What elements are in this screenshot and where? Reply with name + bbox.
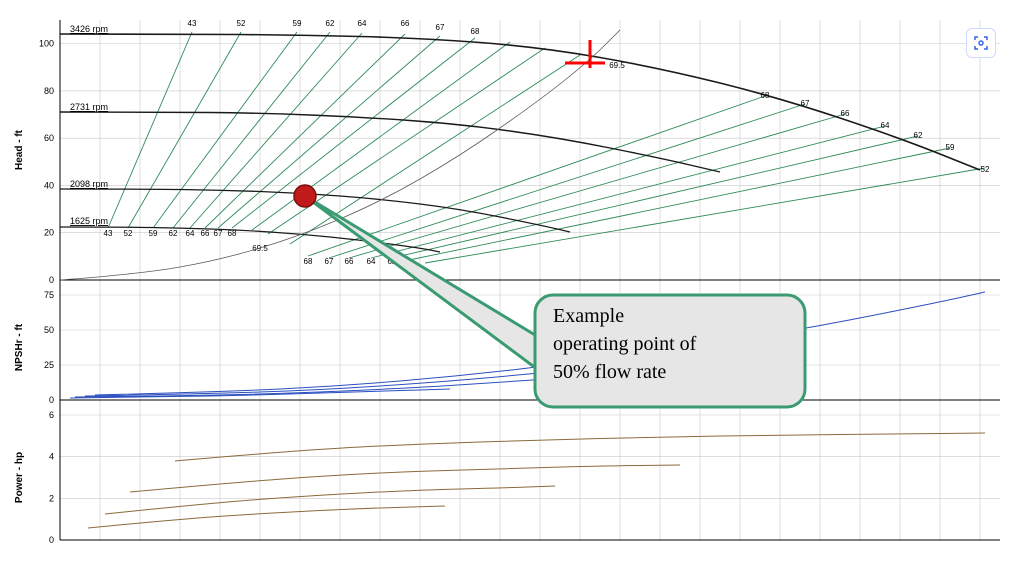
svg-text:NPSHr - ft: NPSHr - ft — [14, 323, 25, 371]
svg-text:68: 68 — [228, 229, 237, 238]
svg-text:6: 6 — [49, 410, 54, 420]
svg-text:0: 0 — [49, 275, 54, 285]
svg-text:2: 2 — [49, 493, 54, 503]
operating-point-marker — [294, 185, 316, 207]
svg-text:59: 59 — [293, 19, 302, 28]
corners-icon — [972, 34, 990, 52]
svg-text:1625 rpm: 1625 rpm — [70, 216, 108, 226]
callout-text-line: 50% flow rate — [553, 361, 666, 383]
svg-text:0: 0 — [49, 395, 54, 405]
svg-text:69.5: 69.5 — [609, 61, 625, 70]
svg-text:62: 62 — [326, 19, 335, 28]
svg-text:75: 75 — [44, 290, 54, 300]
chart-svg: 020406080100Head - ft3426 rpm2731 rpm209… — [0, 0, 1024, 567]
svg-text:52: 52 — [124, 229, 133, 238]
svg-text:67: 67 — [214, 229, 223, 238]
svg-text:68: 68 — [471, 27, 480, 36]
svg-text:64: 64 — [367, 257, 376, 266]
callout-text-line: Example — [553, 305, 624, 327]
svg-text:69.5: 69.5 — [252, 244, 268, 253]
svg-text:80: 80 — [44, 86, 54, 96]
svg-text:52: 52 — [237, 19, 246, 28]
svg-text:3426 rpm: 3426 rpm — [70, 24, 108, 34]
svg-text:43: 43 — [188, 19, 197, 28]
svg-text:20: 20 — [44, 228, 54, 238]
svg-text:0: 0 — [49, 535, 54, 545]
svg-text:62: 62 — [169, 229, 178, 238]
svg-text:59: 59 — [946, 143, 955, 152]
svg-text:66: 66 — [345, 257, 354, 266]
svg-text:59: 59 — [149, 229, 158, 238]
zoom-button[interactable] — [966, 28, 996, 58]
svg-text:Head - ft: Head - ft — [14, 129, 25, 170]
svg-text:40: 40 — [44, 180, 54, 190]
callout-text-line: operating point of — [553, 333, 697, 355]
svg-text:66: 66 — [841, 109, 850, 118]
svg-text:64: 64 — [186, 229, 195, 238]
pump-curve-chart: 020406080100Head - ft3426 rpm2731 rpm209… — [0, 0, 1024, 567]
svg-text:66: 66 — [201, 229, 210, 238]
svg-text:68: 68 — [761, 91, 770, 100]
svg-text:67: 67 — [436, 23, 445, 32]
svg-text:2098 rpm: 2098 rpm — [70, 179, 108, 189]
svg-text:68: 68 — [304, 257, 313, 266]
svg-text:64: 64 — [358, 19, 367, 28]
svg-text:66: 66 — [401, 19, 410, 28]
svg-text:67: 67 — [801, 99, 810, 108]
svg-text:50: 50 — [44, 325, 54, 335]
svg-text:52: 52 — [981, 165, 990, 174]
svg-text:25: 25 — [44, 360, 54, 370]
svg-text:Power - hp: Power - hp — [14, 452, 25, 503]
svg-text:2731 rpm: 2731 rpm — [70, 102, 108, 112]
svg-text:4: 4 — [49, 452, 54, 462]
svg-text:64: 64 — [881, 121, 890, 130]
svg-text:100: 100 — [39, 39, 54, 49]
svg-text:67: 67 — [325, 257, 334, 266]
svg-text:62: 62 — [914, 131, 923, 140]
svg-text:43: 43 — [104, 229, 113, 238]
svg-text:60: 60 — [44, 133, 54, 143]
